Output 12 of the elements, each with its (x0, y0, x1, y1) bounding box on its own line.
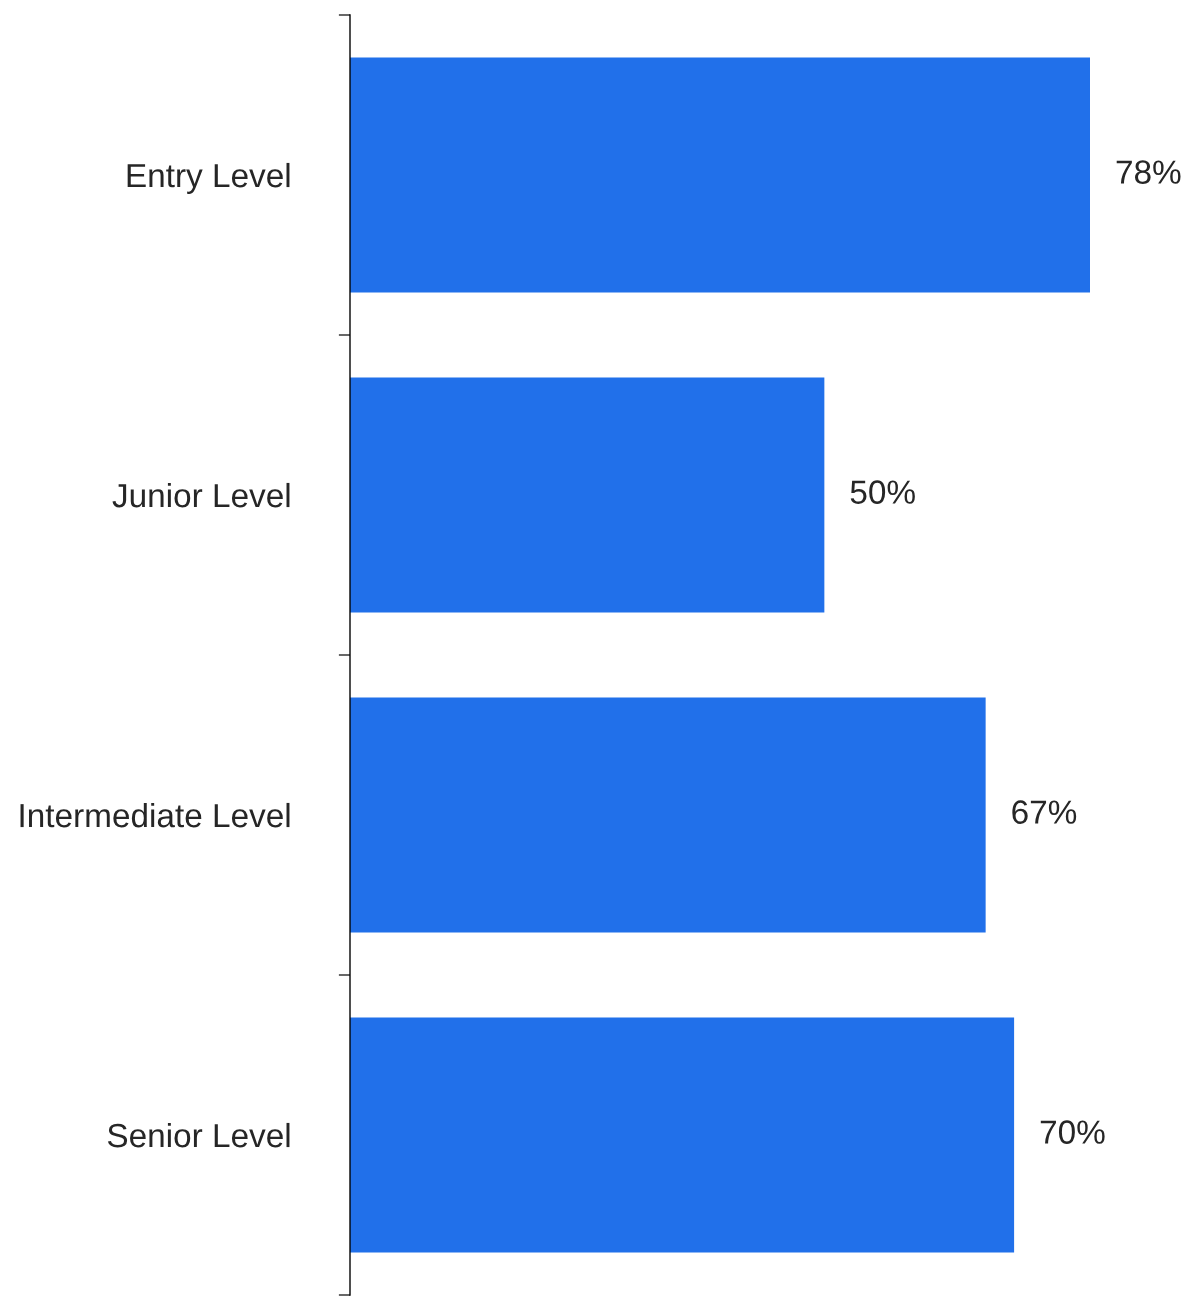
y-tick-label: Entry Level (127, 162, 290, 194)
data-label: 50% (850, 480, 915, 504)
bar (350, 57, 1090, 293)
data-label: 78% (1116, 160, 1181, 184)
bar (350, 1017, 1015, 1253)
data-label: 67% (1012, 800, 1077, 824)
bar (350, 697, 986, 933)
y-tick-label: Intermediate Level (20, 802, 290, 828)
y-tick-label: Senior Level (107, 1122, 290, 1148)
y-tick-label: Junior Level (112, 482, 290, 508)
data-label: 70% (1040, 1120, 1105, 1144)
bar (350, 377, 825, 613)
